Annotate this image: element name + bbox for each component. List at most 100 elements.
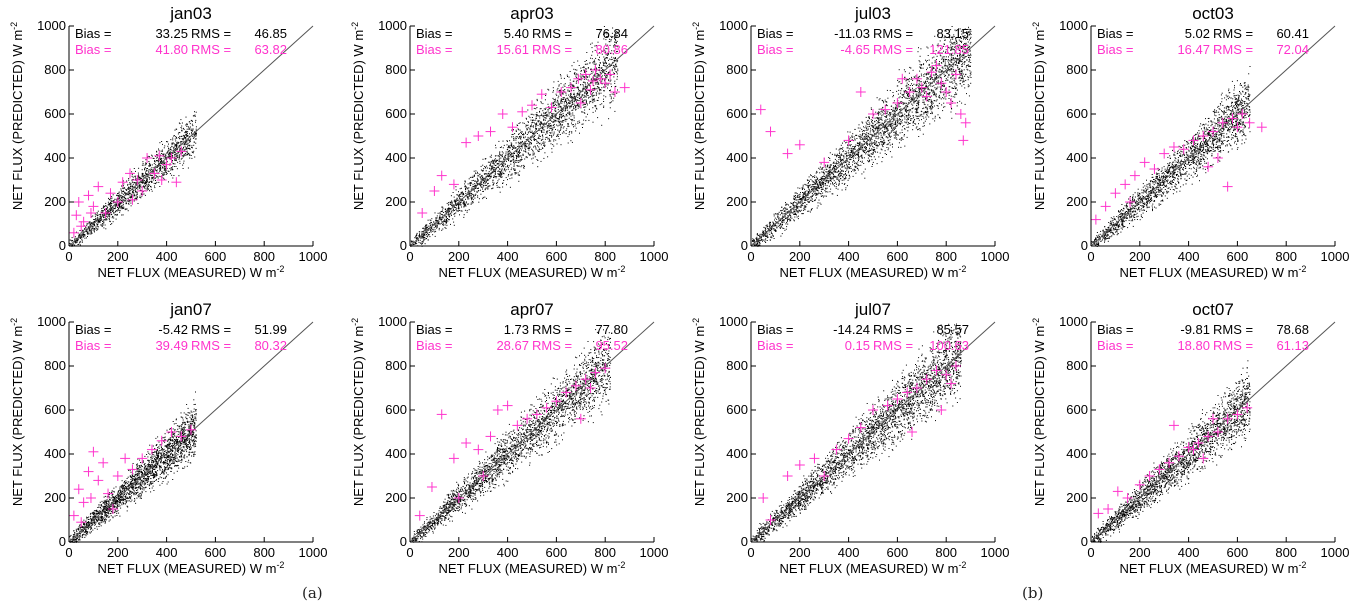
data-point	[567, 124, 569, 126]
data-point	[820, 184, 822, 186]
data-point	[573, 85, 575, 87]
data-point	[582, 123, 584, 125]
data-point	[194, 114, 196, 116]
data-point	[533, 139, 535, 141]
data-point	[936, 55, 938, 57]
data-point	[582, 88, 584, 90]
data-point	[458, 207, 460, 209]
data-point	[548, 141, 550, 142]
data-point	[188, 121, 190, 123]
data-point	[507, 167, 509, 168]
data-point	[163, 155, 165, 157]
data-point	[578, 79, 580, 81]
data-point	[91, 228, 93, 230]
data-point	[151, 154, 153, 156]
data-point	[518, 146, 520, 148]
data-point	[550, 125, 551, 127]
data-point	[543, 112, 544, 114]
data-point	[549, 122, 551, 124]
data-point	[518, 155, 520, 157]
data-point	[910, 90, 912, 91]
data-point	[176, 128, 178, 130]
data-point	[548, 139, 550, 141]
data-point	[466, 195, 468, 197]
data-point	[113, 212, 115, 214]
data-point	[507, 158, 509, 160]
data-point	[181, 128, 183, 130]
data-point	[583, 119, 585, 121]
data-point	[486, 173, 488, 175]
data-point	[121, 185, 122, 187]
data-point	[492, 181, 494, 183]
data-point	[82, 235, 84, 237]
data-point	[509, 152, 510, 154]
data-point	[143, 182, 145, 184]
data-point	[544, 126, 546, 128]
data-point	[880, 132, 882, 134]
data-point	[915, 115, 917, 117]
data-point	[865, 135, 867, 137]
data-point	[170, 139, 172, 141]
data-point	[862, 140, 864, 142]
data-point	[575, 123, 577, 125]
data-point	[969, 75, 971, 77]
data-point	[525, 131, 526, 133]
data-point	[545, 123, 547, 125]
data-point	[528, 121, 529, 123]
data-point	[520, 141, 522, 143]
data-point	[552, 103, 554, 105]
data-point	[931, 90, 933, 92]
data-point	[415, 236, 417, 238]
data-point	[455, 201, 456, 202]
data-point	[573, 90, 575, 92]
data-point	[124, 192, 126, 194]
rms-value: 63.82	[254, 42, 287, 57]
data-point	[160, 176, 162, 178]
data-point	[546, 136, 548, 138]
data-point	[506, 140, 508, 142]
data-point	[857, 164, 859, 166]
data-point	[178, 137, 180, 139]
data-point	[415, 243, 417, 245]
data-point	[596, 86, 598, 88]
data-point	[613, 64, 615, 66]
data-point	[501, 164, 503, 166]
data-point	[457, 203, 459, 205]
data-point	[530, 113, 532, 115]
data-point	[493, 170, 495, 172]
data-point	[597, 100, 599, 101]
data-point	[568, 76, 570, 78]
data-point	[143, 185, 145, 187]
data-point	[431, 222, 432, 224]
data-point	[118, 197, 120, 199]
data-point	[518, 149, 520, 151]
data-point	[810, 174, 811, 176]
data-point	[963, 63, 965, 65]
data-point	[176, 149, 178, 151]
data-point	[532, 126, 534, 128]
data-point	[460, 195, 462, 197]
data-point	[513, 159, 515, 161]
data-point	[160, 159, 162, 161]
data-point	[544, 145, 546, 147]
data-point	[134, 182, 136, 184]
data-point	[577, 97, 579, 98]
data-point	[486, 165, 488, 167]
data-point	[861, 161, 863, 163]
data-point	[573, 101, 575, 103]
data-point	[608, 59, 609, 61]
data-point	[529, 146, 531, 148]
data-point	[111, 214, 113, 216]
data-point	[428, 232, 430, 233]
data-point	[856, 142, 858, 144]
data-point	[559, 114, 561, 116]
data-point	[586, 76, 588, 77]
data-point	[893, 100, 895, 102]
data-point	[71, 237, 73, 239]
data-point	[909, 78, 910, 80]
data-point	[93, 228, 95, 230]
data-point	[828, 173, 830, 174]
data-point	[562, 127, 564, 129]
data-point	[950, 99, 951, 101]
